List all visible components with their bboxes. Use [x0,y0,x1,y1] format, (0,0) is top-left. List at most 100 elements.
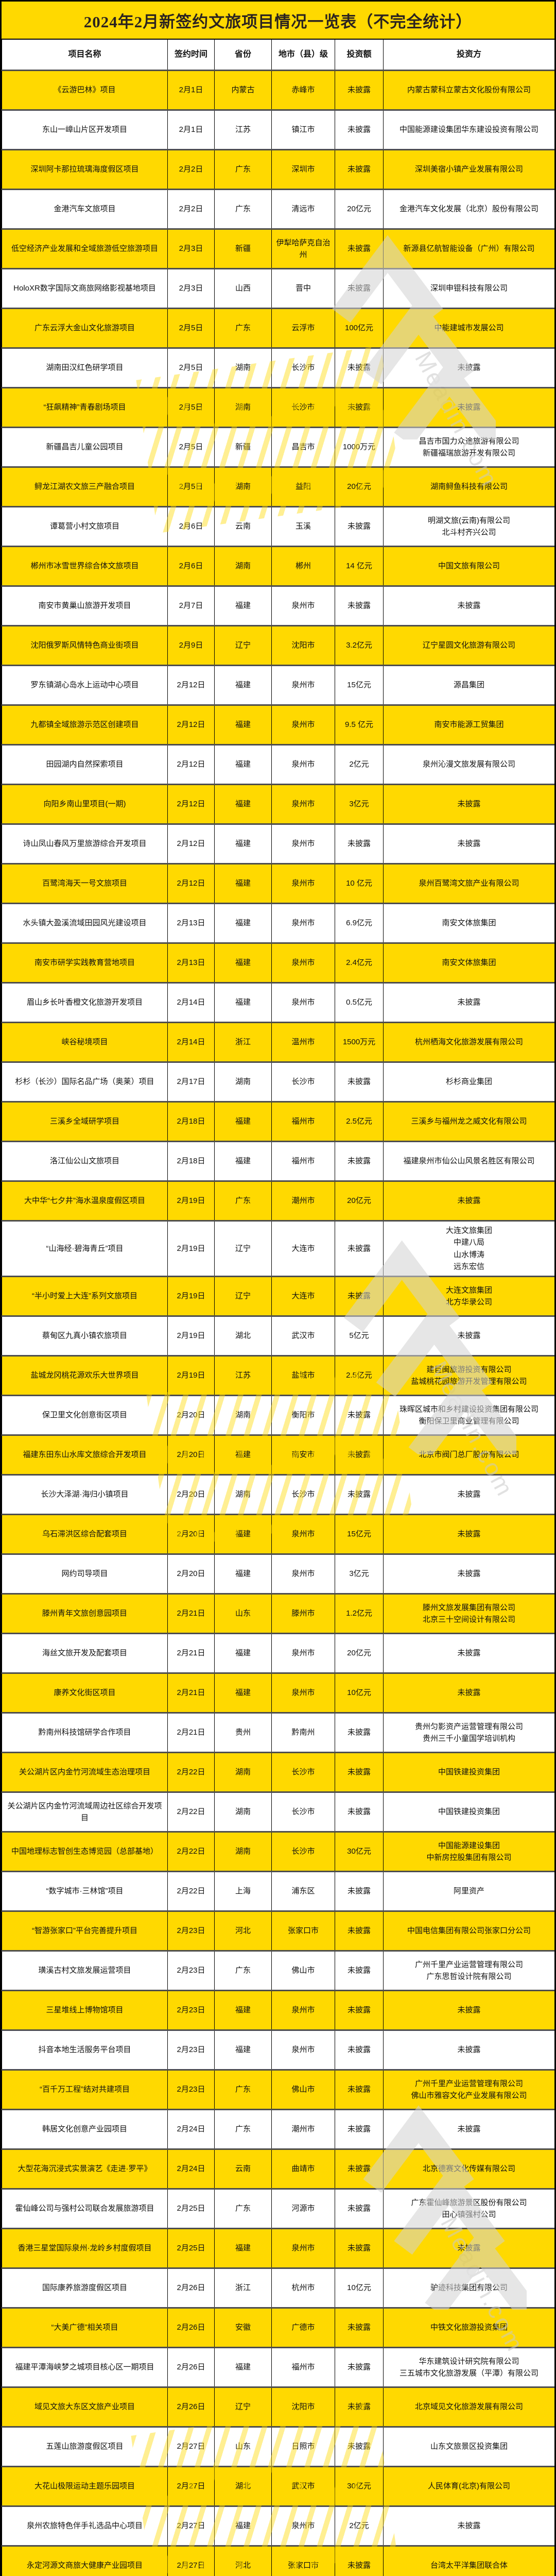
amount-cell: 未披露 [335,70,384,110]
province-cell: 福建 [214,903,272,943]
sign-date-cell: 2月26日 [167,2267,215,2308]
table-row: 网约司导项目 2月20日 福建 泉州市 3亿元 未披露 [2,1553,554,1594]
amount-cell: 未披露 [335,506,384,547]
table-row: 深圳阿卡那拉琉璃海度假区项目 2月2日 广东 深圳市 未披露 深圳美宿小镇产业发展有限公司 [2,149,554,190]
table-body: 《云游巴林》项目 2月1日 内蒙古 赤峰市 未披露 内蒙古蒙科立蒙古文化股份有限公司 东山一… [2,70,554,2576]
investor-cell: 明湖文旅(云南)有限公司 北斗村齐兴公司 [383,506,554,547]
project-name-cell: “山海经·碧海青丘”项目 [2,1220,168,1277]
city-cell: 长沙市 [271,1474,335,1515]
amount-cell: 未披露 [335,1871,384,1911]
city-cell: 晋中 [271,268,335,309]
table-row: 璜溪古村文旅发展运营项目 2月23日 广东 佛山市 未披露 广州千里产业运营管理有限公司 … [2,1950,554,1991]
city-cell: 泉州市 [271,744,335,785]
sign-date-cell: 2月18日 [167,1101,215,1142]
province-cell: 辽宁 [214,2386,272,2427]
sign-date-cell: 2月19日 [167,1220,215,1277]
investor-cell: 人民体育(北京)有限公司 [383,2466,554,2506]
city-cell: 昌吉市 [271,427,335,467]
project-name-cell: 新疆昌吉儿童公园项目 [2,427,168,467]
city-cell: 泉州市 [271,2029,335,2070]
project-name-cell: 滕州青年文旅创意园项目 [2,1593,168,1634]
province-cell: 福建 [214,665,272,705]
table-row: 眉山乡长叶香橙文化旅游开发项目 2月14日 福建 泉州市 0.5亿元 未披露 [2,982,554,1023]
header-row: 项目名称 签约时间 省份 地市（县）级 投资额 投资方 [2,40,554,71]
city-cell: 长沙市 [271,1791,335,1832]
investor-cell: 北京域见文化旅游发展有限公司 [383,2386,554,2427]
amount-cell: 3.2亿元 [335,625,384,666]
province-cell: 福建 [214,1514,272,1554]
sign-date-cell: 2月17日 [167,1061,215,1102]
project-name-cell: HoloXR数字国际文商旅网络影视基地项目 [2,268,168,309]
province-cell: 福建 [214,863,272,904]
city-cell: 泉州市 [271,704,335,745]
investor-cell: 杉杉商业集团 [383,1061,554,1102]
province-cell: 辽宁 [214,1220,272,1277]
province-cell: 福建 [214,1633,272,1673]
province-cell: 江苏 [214,109,272,150]
province-cell: 山西 [214,268,272,309]
amount-cell: 20亿元 [335,466,384,507]
project-name-cell: 大型花海沉浸式实景演艺《走进·罗平》 [2,2148,168,2189]
province-cell: 湖南 [214,1831,272,1872]
city-cell: 泉州市 [271,1514,335,1554]
project-name-cell: 向阳乡南山里项目(一期) [2,784,168,824]
project-name-cell: 深圳阿卡那拉琉璃海度假区项目 [2,149,168,190]
amount-cell: 未披露 [335,109,384,150]
city-cell: 长沙市 [271,1061,335,1102]
table-row: 康养文化街区项目 2月21日 福建 泉州市 10亿元 未披露 [2,1672,554,1713]
city-cell: 泉州市 [271,1990,335,2030]
amount-cell: 10亿元 [335,1672,384,1713]
city-cell: 滕州市 [271,1593,335,1634]
project-name-cell: 东山一嶂山片区开发项目 [2,109,168,150]
province-cell: 贵州 [214,1712,272,1753]
amount-cell: 未披露 [335,1061,384,1102]
city-cell: 盐城市 [271,1355,335,1396]
table-row: HoloXR数字国际文商旅网络影视基地项目 2月3日 山西 晋中 未披露 深圳申锟科技有限… [2,268,554,309]
investor-cell: 中能建城市发展公司 [383,308,554,348]
investor-cell: 驴迹科技集团有限公司 [383,2267,554,2308]
city-cell: 张家口市 [271,1910,335,1951]
project-name-cell: 五莲山旅游度假区项目 [2,2426,168,2467]
sign-date-cell: 2月20日 [167,1434,215,1475]
project-name-cell: “狂飙精神”青春剧场项目 [2,387,168,428]
amount-cell: 未披露 [335,268,384,309]
city-cell: 武汉市 [271,1315,335,1356]
city-cell: 长沙市 [271,1752,335,1792]
province-cell: 湖南 [214,347,272,388]
sign-date-cell: 2月26日 [167,2307,215,2348]
investor-cell: 南安文体旅集团 [383,942,554,983]
project-name-cell: 低空经济产业发展和全域旅游低空旅游项目 [2,228,168,269]
province-cell: 福建 [214,744,272,785]
investor-cell: 中国能源建设集团 中新房控股集团有限公司 [383,1831,554,1872]
province-cell: 湖北 [214,2466,272,2506]
col-header-project-name: 项目名称 [2,40,168,71]
city-cell: 温州市 [271,1022,335,1062]
amount-cell: 30亿元 [335,2466,384,2506]
sign-date-cell: 2月23日 [167,2069,215,2110]
sign-date-cell: 2月12日 [167,665,215,705]
table-row: 洛江仙公山文旅项目 2月18日 福建 福州市 未披露 福建泉州市仙公山风景名胜区有限公司 [2,1141,554,1181]
investor-cell: 未披露 [383,347,554,388]
table-row: “智游张家口”平台完善提升项目 2月23日 河北 张家口市 未披露 中国电信集团有限公司张… [2,1910,554,1951]
sign-date-cell: 2月24日 [167,2148,215,2189]
project-name-cell: 广东云浮大金山文化旅游项目 [2,308,168,348]
province-cell: 福建 [214,2347,272,2387]
sign-date-cell: 2月6日 [167,546,215,586]
investor-cell: 未披露 [383,2505,554,2546]
project-name-cell: 璜溪古村文旅发展运营项目 [2,1950,168,1991]
sign-date-cell: 2月19日 [167,1315,215,1356]
sign-date-cell: 2月27日 [167,2466,215,2506]
amount-cell: 20亿元 [335,1180,384,1221]
project-name-cell: 《云游巴林》项目 [2,70,168,110]
city-cell: 南安市 [271,1434,335,1475]
amount-cell: 6.9亿元 [335,903,384,943]
table-row: 黔南州科技馆研学合作项目 2月21日 贵州 黔南州 未披露 贵州匀影资产运营管理有限公司 … [2,1712,554,1753]
province-cell: 福建 [214,1101,272,1142]
table-row: “半小时爱上大连”系列文旅项目 2月19日 辽宁 大连市 未披露 大连文旅集团 北方华录公… [2,1276,554,1316]
amount-cell: 未披露 [335,2069,384,2110]
investor-cell: 未披露 [383,1180,554,1221]
table-row: 滕州青年文旅创意园项目 2月21日 山东 滕州市 1.2亿元 滕州文旅发展集团有限公司 北… [2,1593,554,1634]
sign-date-cell: 2月21日 [167,1672,215,1713]
amount-cell: 未披露 [335,2148,384,2189]
projects-table: 项目名称 签约时间 省份 地市（县）级 投资额 投资方 《云游巴林》项目 2月1日… [2,40,554,2576]
